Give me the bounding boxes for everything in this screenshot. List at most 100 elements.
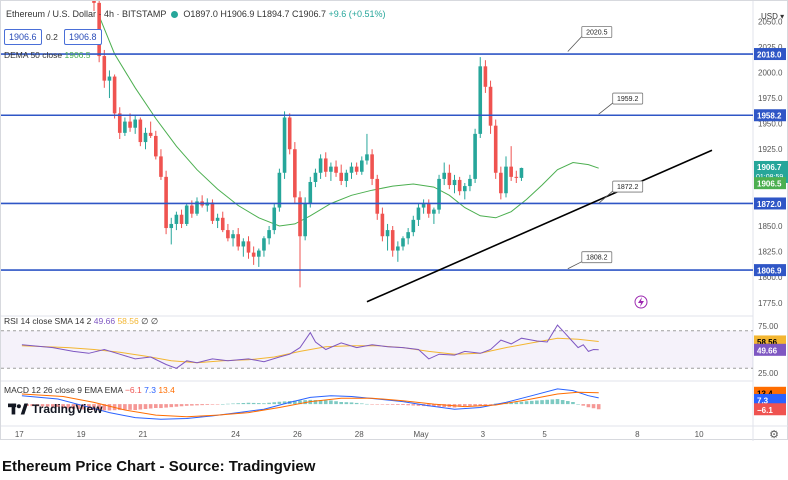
candle-body [437, 178, 441, 210]
level-price-label: 1872.0 [757, 200, 782, 209]
macd-histogram-bar [282, 401, 287, 405]
macd-histogram-bar [396, 404, 400, 405]
macd-histogram-bar [576, 404, 580, 405]
candle-body [154, 135, 158, 157]
chart-canvas[interactable]: USD ▾2050.02025.02000.01975.01950.01925.… [1, 0, 788, 441]
macd-histogram-bar [128, 404, 132, 410]
macd-histogram-bar [323, 400, 328, 405]
rsi-tick-label: 75.00 [758, 322, 779, 331]
macd-histogram-bar [169, 404, 174, 408]
candle-body [298, 197, 302, 237]
candle-body [421, 203, 426, 208]
macd-histogram-bar [457, 404, 462, 407]
rsi-band-fill [1, 330, 753, 369]
candle-body [416, 207, 421, 220]
price-tick-label: 1850.0 [758, 222, 783, 231]
macd-histogram-bar [514, 402, 519, 405]
macd-histogram-bar [241, 403, 246, 405]
market-open-icon [171, 11, 179, 19]
macd-histogram-bar [385, 404, 390, 405]
price-change: +9.6 (+0.51%) [328, 9, 386, 19]
macd-histogram-bar [555, 399, 560, 405]
macd-signal-line [21, 391, 599, 418]
price-tick-label: 1925.0 [758, 145, 783, 154]
macd-histogram-bar [267, 402, 271, 405]
macd-histogram-bar [406, 404, 410, 406]
dema-line [98, 16, 599, 227]
macd-histogram-bar [591, 404, 596, 409]
time-tick-label: 28 [355, 430, 364, 439]
macd-histogram-bar [97, 404, 101, 411]
candle-body [499, 172, 503, 194]
candle-body [385, 230, 390, 237]
macd-histogram-bar [148, 404, 153, 409]
macd-histogram-bar [571, 402, 575, 405]
candle-body [411, 219, 416, 233]
macd-histogram-bar [210, 404, 215, 405]
ask-price-button[interactable]: 1906.8 [64, 29, 102, 45]
macd-legend[interactable]: MACD 12 26 close 9 EMA EMA −6.1 7.3 13.4 [4, 385, 175, 395]
candle-body [112, 76, 117, 114]
tradingview-wordmark: TradingView [32, 402, 103, 416]
last-price-label: 1906.7 [757, 163, 782, 172]
macd-histogram-bar [432, 404, 436, 407]
macd-histogram-bar [478, 404, 483, 406]
lightning-icon[interactable] [638, 297, 644, 307]
macd-histogram-bar [318, 400, 323, 405]
candle-body [463, 186, 467, 192]
macd-histogram-bar [298, 400, 302, 405]
macd-histogram-bar [123, 404, 127, 410]
candle-body [272, 207, 277, 231]
rsi-line [21, 324, 599, 369]
macd-histogram-bar [535, 400, 539, 405]
candle-body [251, 252, 256, 257]
ohlc-values: O1897.0 H1906.9 L1894.7 C1906.7 [183, 9, 326, 19]
candle-body [468, 178, 472, 187]
callout-box [581, 26, 613, 38]
price-tick-label: 1825.0 [758, 248, 783, 257]
macd-histogram-bar [426, 404, 431, 407]
callout-box [612, 92, 644, 105]
rsi-legend[interactable]: RSI 14 close SMA 14 2 49.66 58.56 ∅ ∅ [4, 316, 158, 327]
candle-body [107, 76, 112, 81]
candle-body [262, 238, 266, 251]
rsi-tag-label: 49.66 [757, 346, 778, 355]
candle-body [241, 241, 246, 247]
macd-histogram-bar [313, 400, 318, 405]
candle-body [210, 202, 215, 221]
macd-value-tag [754, 403, 786, 416]
currency-selector[interactable]: USD ▾ [761, 12, 784, 21]
gear-icon[interactable]: ⚙ [769, 429, 779, 441]
macd-histogram-bar [329, 400, 333, 405]
candle-body [277, 172, 282, 208]
candle-body [344, 172, 349, 181]
macd-histogram-bar [509, 402, 513, 405]
candle-body [282, 117, 287, 173]
bid-price-button[interactable]: 1906.6 [4, 29, 42, 45]
candle-body [483, 66, 488, 87]
rsi-ma-tag-label: 58.56 [757, 338, 778, 347]
rsi-tag [754, 343, 786, 356]
candle-body [148, 132, 153, 136]
dema-legend[interactable]: DEMA 50 close 1906.5 [4, 50, 91, 60]
macd-histogram-bar [205, 404, 210, 405]
price-tick-label: 1975.0 [758, 94, 783, 103]
callout-label: 1959.2 [617, 96, 639, 103]
candle-body [257, 250, 261, 257]
candle-body [184, 205, 189, 224]
macd-histogram-bar [560, 400, 565, 405]
candle-body [117, 113, 122, 133]
candle-body [215, 217, 220, 221]
macd-histogram-bar [66, 404, 71, 409]
candle-body [478, 66, 483, 134]
macd-histogram-bar [117, 404, 122, 410]
price-tick-label: 1800.0 [758, 273, 783, 282]
time-tick-label: 8 [635, 430, 640, 439]
macd-line [21, 388, 599, 420]
time-tick-label: 24 [231, 430, 240, 439]
macd-histogram-bar [262, 403, 266, 405]
macd-histogram-bar [401, 404, 405, 405]
macd-histogram-bar [566, 401, 570, 405]
callout-box [612, 180, 644, 193]
lightning-icon [634, 295, 648, 309]
